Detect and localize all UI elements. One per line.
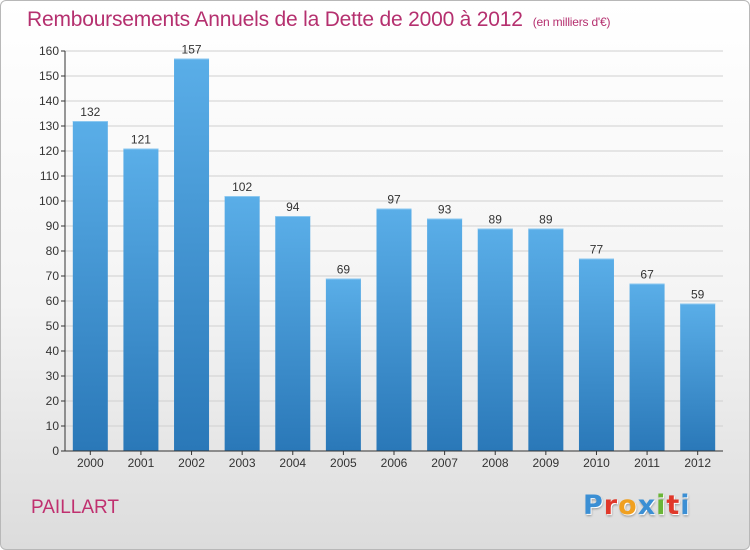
y-tick-label: 130 bbox=[39, 119, 59, 133]
y-tick-label: 80 bbox=[46, 244, 60, 258]
x-tick-label: 2012 bbox=[684, 456, 711, 470]
x-tick-label: 2004 bbox=[279, 456, 306, 470]
data-label: 93 bbox=[438, 203, 452, 217]
y-tick-label: 100 bbox=[39, 194, 59, 208]
data-label: 94 bbox=[286, 200, 300, 214]
logo-letter: x bbox=[637, 490, 657, 521]
bar bbox=[325, 278, 361, 451]
bar bbox=[528, 228, 564, 451]
bar bbox=[275, 216, 311, 451]
x-tick-label: 2003 bbox=[229, 456, 256, 470]
title-unit: (en milliers d'€) bbox=[532, 15, 611, 29]
y-tick-label: 40 bbox=[46, 344, 60, 358]
data-label: 89 bbox=[489, 213, 503, 227]
x-tick-label: 2000 bbox=[77, 456, 104, 470]
bar bbox=[629, 283, 665, 451]
logo-letter: r bbox=[603, 490, 619, 521]
y-tick-label: 60 bbox=[46, 294, 60, 308]
data-label: 89 bbox=[539, 213, 553, 227]
logo-letter: i bbox=[656, 490, 667, 521]
labels: 132 121 157 102 94 69 97 93 89 89 77 67 59 bbox=[80, 43, 704, 302]
y-tick-label: 10 bbox=[46, 419, 60, 433]
data-label: 67 bbox=[640, 268, 654, 282]
y-tick-label: 150 bbox=[39, 69, 59, 83]
bar bbox=[174, 58, 210, 451]
y-tick-label: 120 bbox=[39, 144, 59, 158]
bar bbox=[680, 303, 716, 451]
bar bbox=[427, 218, 463, 451]
bar bbox=[578, 258, 614, 451]
x-tick-label: 2002 bbox=[178, 456, 205, 470]
logo-letter: P bbox=[583, 490, 604, 521]
bars bbox=[72, 58, 716, 451]
bar bbox=[224, 196, 260, 451]
x-tick-label: 2011 bbox=[634, 456, 660, 470]
y-tick-label: 0 bbox=[52, 444, 59, 458]
bar bbox=[376, 208, 412, 451]
y-tick-label: 20 bbox=[46, 394, 60, 408]
y-tick-label: 50 bbox=[46, 319, 60, 333]
commune-name: PAILLART bbox=[31, 497, 120, 518]
x-tick-label: 2005 bbox=[330, 456, 357, 470]
bar bbox=[72, 121, 108, 451]
bar bbox=[477, 228, 513, 451]
y-tick-label: 30 bbox=[46, 369, 60, 383]
data-label: 102 bbox=[232, 180, 252, 194]
y-tick-label: 140 bbox=[39, 94, 59, 108]
y-tick-label: 90 bbox=[46, 219, 60, 233]
data-label: 69 bbox=[337, 263, 351, 277]
data-label: 59 bbox=[691, 288, 705, 302]
x-tick-label: 2009 bbox=[532, 456, 559, 470]
data-label: 157 bbox=[182, 43, 202, 57]
logo-letter: o bbox=[618, 490, 638, 521]
x-tick-label: 2006 bbox=[381, 456, 408, 470]
axes: 0 10 20 30 40 50 60 70 80 90 100 110 120 130 140 150 160… bbox=[39, 44, 723, 470]
x-tick-label: 2010 bbox=[583, 456, 610, 470]
logo-letter: t bbox=[666, 490, 681, 521]
x-tick-label: 2007 bbox=[431, 456, 458, 470]
y-tick-label: 70 bbox=[46, 269, 60, 283]
data-label: 121 bbox=[131, 133, 151, 147]
data-label: 132 bbox=[80, 105, 100, 119]
y-tick-label: 110 bbox=[40, 169, 59, 183]
x-tick-label: 2008 bbox=[482, 456, 509, 470]
data-label: 97 bbox=[387, 193, 401, 207]
title-text: Remboursements Annuels de la Dette de 20… bbox=[27, 8, 523, 31]
y-tick-label: 160 bbox=[39, 44, 59, 58]
proxiti-logo[interactable]: Proxiti bbox=[583, 490, 691, 521]
chart-title: Remboursements Annuels de la Dette de 20… bbox=[27, 8, 610, 32]
x-tick-label: 2001 bbox=[128, 456, 155, 470]
data-label: 77 bbox=[590, 243, 604, 257]
logo-letter: i bbox=[680, 490, 691, 521]
bar bbox=[123, 148, 159, 451]
